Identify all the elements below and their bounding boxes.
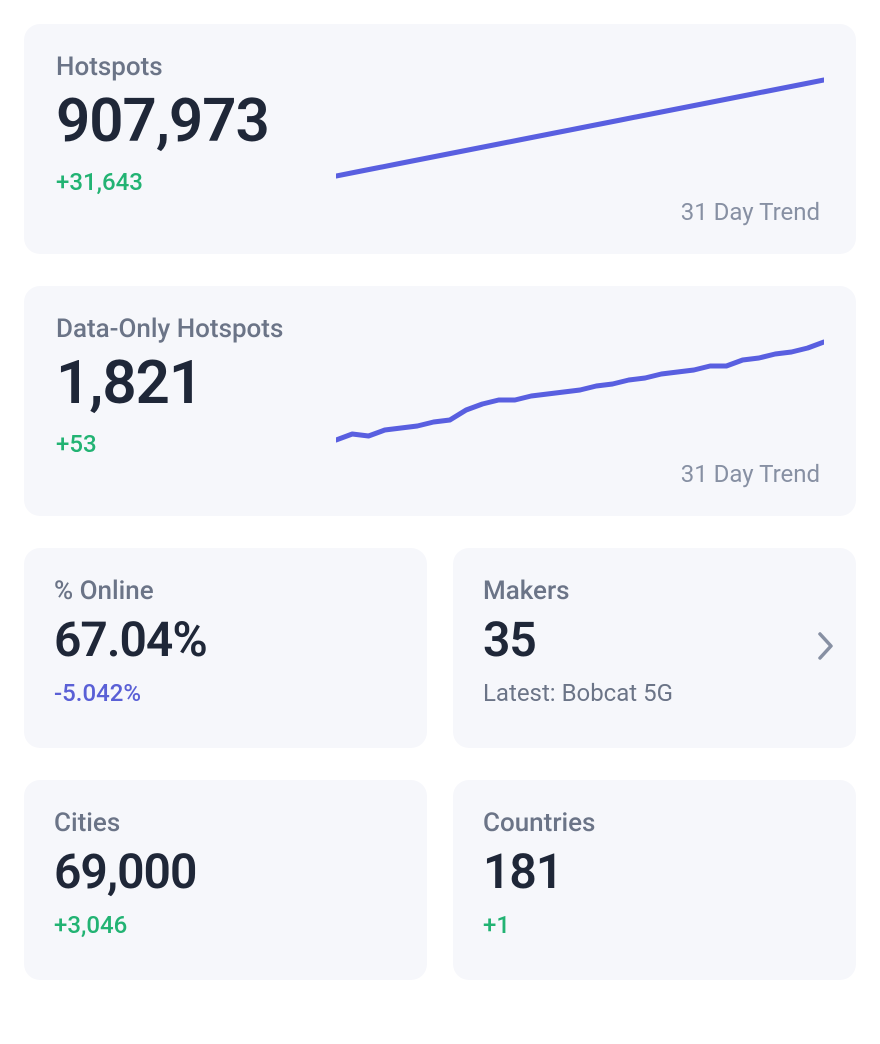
stats-row-1: % Online 67.04% -5.042% Makers 35 Latest… (24, 548, 856, 748)
percent-online-delta: -5.042% (54, 679, 397, 707)
makers-value: 35 (483, 612, 826, 667)
cities-delta: +3,046 (54, 911, 397, 939)
data-only-hotspots-card[interactable]: Data-Only Hotspots 1,821 +53 31 Day Tren… (24, 286, 856, 516)
chevron-right-icon (818, 632, 834, 664)
data-only-trend-chart (336, 330, 824, 450)
data-only-value: 1,821 (56, 350, 336, 416)
hotspots-chart-column: 31 Day Trend (336, 52, 824, 226)
data-only-label: Data-Only Hotspots (56, 314, 336, 344)
makers-label: Makers (483, 576, 826, 606)
hotspots-label: Hotspots (56, 52, 336, 82)
countries-value: 181 (483, 844, 826, 899)
hotspots-trend-chart (336, 68, 824, 188)
countries-card[interactable]: Countries 181 +1 (453, 780, 856, 980)
data-only-delta: +53 (56, 430, 336, 458)
data-only-chart-column: 31 Day Trend (336, 314, 824, 488)
percent-online-value: 67.04% (54, 612, 397, 667)
percent-online-card[interactable]: % Online 67.04% -5.042% (24, 548, 427, 748)
stats-row-2: Cities 69,000 +3,046 Countries 181 +1 (24, 780, 856, 980)
dashboard-page: Hotspots 907,973 +31,643 31 Day Trend Da… (0, 0, 880, 1004)
countries-delta: +1 (483, 911, 826, 939)
makers-card[interactable]: Makers 35 Latest: Bobcat 5G (453, 548, 856, 748)
cities-card[interactable]: Cities 69,000 +3,046 (24, 780, 427, 980)
hotspots-value: 907,973 (56, 88, 336, 154)
hotspots-delta: +31,643 (56, 168, 336, 196)
hotspots-trend-caption: 31 Day Trend (681, 198, 824, 226)
cities-label: Cities (54, 808, 397, 838)
countries-label: Countries (483, 808, 826, 838)
hotspots-card[interactable]: Hotspots 907,973 +31,643 31 Day Trend (24, 24, 856, 254)
hotspots-stat-column: Hotspots 907,973 +31,643 (56, 52, 336, 226)
data-only-stat-column: Data-Only Hotspots 1,821 +53 (56, 314, 336, 488)
data-only-trend-caption: 31 Day Trend (681, 460, 824, 488)
makers-subtext: Latest: Bobcat 5G (483, 679, 826, 707)
cities-value: 69,000 (54, 844, 397, 899)
percent-online-label: % Online (54, 576, 397, 606)
